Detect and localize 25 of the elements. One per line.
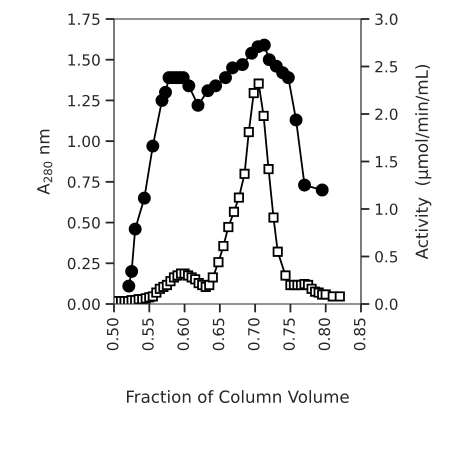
y-tick-label: 1.00 [68,136,100,148]
y2-tick-label: 0.0 [375,298,398,310]
y-tick-label: 1.50 [68,54,100,66]
y-tick-label: 0.25 [68,258,100,270]
y-tick-label: 1.25 [68,94,100,106]
x-tick-label: 0.80 [318,318,330,350]
y2-tick-label: 2.0 [375,108,398,120]
y-axis-title: A$_{280}$ nm [37,130,52,195]
y-tick-label: 1.75 [68,14,100,26]
y2-axis-title: Activity (µmol/min/mL) [415,65,432,260]
x-tick-label: 0.55 [142,318,154,350]
x-tick-label: 0.70 [248,318,260,350]
y-tick-label: 0.00 [68,298,100,310]
y2-tick-label: 0.5 [375,250,398,263]
y2-tick-label: 2.5 [375,60,398,73]
x-axis-title: Fraction of Column Volume [126,390,349,403]
y2-tick-label: 1.0 [376,203,398,216]
x-tick-label: 0.75 [283,318,295,350]
x-tick-label: 0.60 [177,318,190,350]
x-tick-label: 0.85 [354,318,366,350]
y2-tick-label: 3.0 [375,13,398,26]
x-tick-label: 0.65 [212,318,224,350]
y2-tick-label: 1.5 [376,156,398,168]
y-tick-label: 0.50 [68,217,100,229]
y-tick-label: 0.75 [68,176,100,188]
